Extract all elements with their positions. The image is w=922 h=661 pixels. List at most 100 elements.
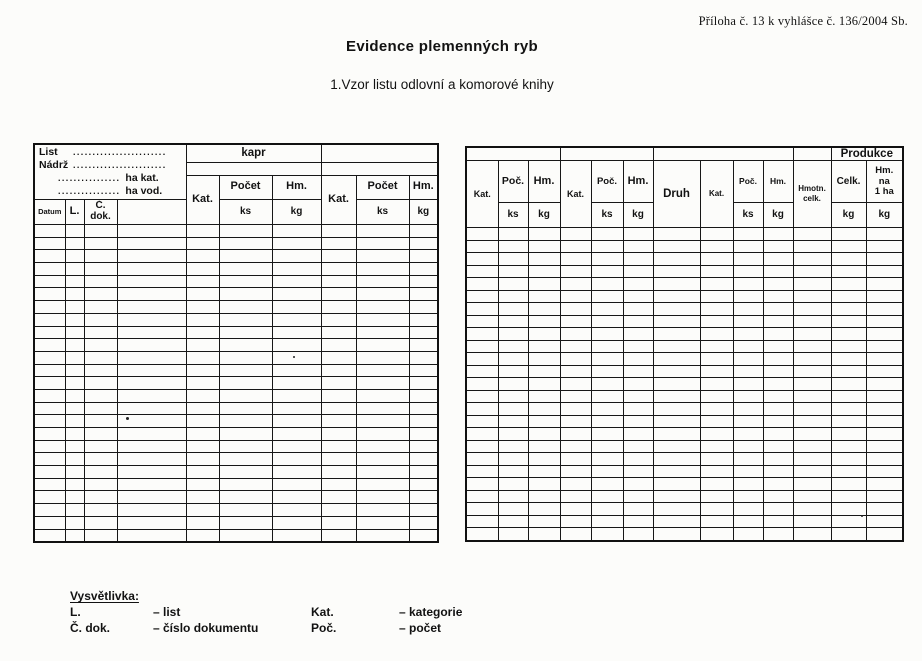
empty-cell [83,376,118,390]
empty-cell [830,514,867,529]
attribution-note: Příloha č. 13 k vyhlášce č. 136/2004 Sb. [698,14,908,28]
col-header-druh: Druh [652,160,701,229]
empty-cell [732,377,764,391]
empty-cell [64,427,85,441]
col-header-poc: Poč. [590,160,624,204]
empty-cell [271,376,322,390]
empty-cell [590,314,624,329]
empty-row [33,465,439,479]
empty-cell [320,300,357,314]
empty-cell [652,339,701,354]
empty-cell [559,502,592,516]
empty-cell [218,528,273,543]
empty-cell [218,350,273,365]
empty-cell [527,377,561,391]
empty-cell [732,502,764,516]
empty-cell [408,490,439,505]
empty-row [465,314,904,329]
empty-cell [732,527,764,542]
empty-cell [218,503,273,517]
empty-cell [792,402,832,416]
nadrz-label: Nádrž [39,159,69,171]
empty-cell [408,465,439,479]
empty-cell [497,514,529,529]
empty-cell [116,477,187,492]
empty-cell [527,452,561,466]
col-header-datum: Datum [33,199,66,225]
empty-cell [652,489,701,504]
empty-cell [830,327,867,341]
empty-cell [271,490,322,505]
empty-cell [559,264,592,279]
empty-cell [732,389,764,404]
empty-cell [762,464,794,479]
empty-cell [465,489,499,504]
empty-cell [865,489,904,504]
empty-cell [116,427,187,441]
empty-cell [527,239,561,254]
empty-cell [83,452,118,467]
col-header-kat: Kat. [559,160,592,229]
empty-cell [64,363,85,378]
empty-row [465,364,904,379]
empty-cell [116,287,187,302]
empty-cell [33,236,66,251]
empty-cell [408,452,439,467]
empty-cell [622,352,654,366]
col-header-poc: Poč. [497,160,529,204]
empty-cell [527,427,561,441]
empty-cell [497,314,529,329]
empty-cell [699,439,734,454]
empty-cell [527,527,561,542]
empty-cell [652,402,701,416]
empty-cell [792,314,832,329]
empty-row [465,389,904,404]
empty-cell [64,439,85,454]
empty-cell [320,376,357,390]
list-label: List [39,146,58,158]
empty-cell [64,465,85,479]
empty-cell [622,402,654,416]
empty-cell [116,503,187,517]
empty-cell [830,277,867,291]
empty-cell [590,364,624,379]
empty-cell [218,224,273,238]
empty-cell [652,289,701,304]
empty-cell [590,452,624,466]
empty-cell [497,302,529,316]
empty-cell [830,439,867,454]
empty-row [465,439,904,454]
empty-cell [320,249,357,264]
col-header-ks: ks [497,202,529,229]
empty-cell [355,363,410,378]
empty-cell [83,401,118,416]
empty-cell [792,302,832,316]
empty-cell [792,427,832,441]
empty-cell [622,364,654,379]
legend-meaning: – kategorie [399,605,463,619]
empty-row [33,515,439,530]
empty-cell [185,465,220,479]
empty-cell [699,464,734,479]
empty-cell [732,339,764,354]
empty-cell [865,502,904,516]
empty-cell [33,528,66,543]
empty-cell [830,402,867,416]
empty-cell [185,287,220,302]
empty-cell [590,377,624,391]
empty-cell [590,439,624,454]
empty-row [33,401,439,416]
empty-cell [497,339,529,354]
empty-row [33,503,439,517]
col-header-pocet: Počet [355,174,410,200]
empty-cell [527,327,561,341]
empty-cell [116,262,187,276]
empty-cell [320,338,357,352]
empty-cell [622,477,654,491]
empty-row [465,464,904,479]
empty-cell [497,389,529,404]
empty-cell [622,377,654,391]
empty-cell [465,502,499,516]
empty-cell [64,274,85,289]
empty-cell [762,414,794,429]
